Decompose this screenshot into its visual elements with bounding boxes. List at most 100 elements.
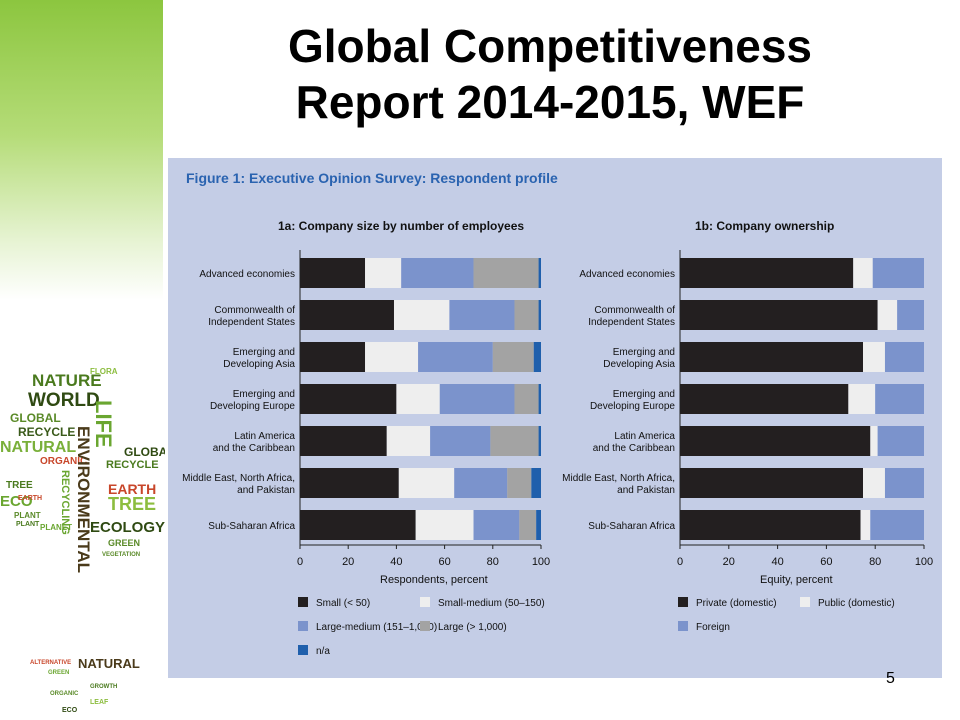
category-label-line: Developing Asia (603, 359, 675, 370)
legend-label: Large-medium (151–1,000) (316, 622, 437, 633)
bar-segment (300, 342, 366, 372)
word-cloud-word: NATURAL (0, 439, 76, 456)
bar-segment (848, 384, 876, 414)
word-cloud-word: RECYCLE (18, 425, 75, 439)
bar-segment (473, 258, 539, 288)
bar-segment (533, 342, 541, 372)
legend-swatch (298, 621, 308, 631)
bar-segment (884, 342, 924, 372)
word-cloud-word: ECO (0, 493, 33, 510)
category-label: Latin America and the Caribbean (213, 431, 296, 454)
bar-segment (897, 300, 924, 330)
legend-swatch (678, 621, 688, 631)
bar-segment (538, 300, 541, 330)
word-cloud-word: RECYCLING (59, 470, 71, 535)
x-tick-label: 60 (820, 556, 832, 568)
figure-title: Figure 1: Executive Opinion Survey: Resp… (186, 170, 558, 186)
word-cloud-word: EARTH (18, 495, 42, 502)
legend-label: Foreign (696, 622, 730, 633)
word-cloud-word: ECO (62, 707, 78, 714)
word-cloud-word: PLANT (16, 521, 40, 528)
word-cloud-word: GREEN (108, 538, 140, 548)
category-label: Advanced economies (579, 269, 675, 280)
bar-segment (492, 342, 534, 372)
word-cloud-word: GROWTH (90, 684, 117, 690)
respondent-profile-charts: 1a: Company size by number of employees A… (182, 219, 933, 657)
word-cloud-word: EARTH (108, 481, 156, 497)
bar-segment (884, 468, 924, 498)
category-label: Middle East, North Africa, and Pakistan (562, 473, 675, 496)
word-cloud-word: LEAF (90, 699, 109, 706)
x-tick-label: 60 (438, 556, 450, 568)
category-label: Emerging and Developing Europe (210, 389, 295, 412)
bar-segment (415, 510, 474, 540)
bar-segment (680, 468, 863, 498)
x-tick-label: 100 (532, 556, 550, 568)
category-label: Emerging and Developing Europe (590, 389, 675, 412)
category-label-line: Emerging and (233, 347, 295, 358)
word-cloud-word: WORLD (28, 390, 100, 411)
x-tick-label: 80 (869, 556, 881, 568)
category-label: Advanced economies (199, 269, 295, 280)
category-label-line: Advanced economies (199, 269, 295, 280)
x-tick-label: 40 (390, 556, 402, 568)
category-label-line: and Pakistan (617, 485, 675, 496)
legend-label: Public (domestic) (818, 598, 895, 609)
category-label-line: Emerging and (613, 347, 675, 358)
bar-segment (680, 510, 861, 540)
chart-title: 1a: Company size by number of employees (278, 219, 524, 233)
category-label-line: Developing Europe (590, 401, 675, 412)
legend-label: Large (> 1,000) (438, 622, 507, 633)
bar-segment (507, 468, 532, 498)
bar-segment (531, 468, 541, 498)
bar-segment (386, 426, 431, 456)
bar-segment (430, 426, 491, 456)
word-cloud-word: ENVIRONMENTAL (74, 426, 93, 573)
legend-swatch (298, 597, 308, 607)
legend-label: n/a (316, 646, 330, 657)
bar-segment (680, 384, 849, 414)
bar-segment (519, 510, 537, 540)
bar-segment (870, 426, 878, 456)
page-number: 5 (886, 670, 895, 687)
word-cloud-word: GREEN (48, 670, 69, 676)
bar-segment (538, 258, 541, 288)
category-label: Middle East, North Africa, and Pakistan (182, 473, 295, 496)
bar-segment (877, 300, 898, 330)
word-cloud-word: NATURAL (78, 656, 140, 671)
category-label-line: Emerging and (613, 389, 675, 400)
x-tick-label: 40 (771, 556, 783, 568)
bar-segment (514, 300, 539, 330)
category-label-line: and the Caribbean (593, 443, 675, 454)
bar-segment (490, 426, 539, 456)
category-label: Commonwealth of Independent States (588, 305, 675, 328)
word-cloud-word: PLANT (14, 511, 41, 520)
bar-segment (300, 384, 397, 414)
bar-segment (300, 258, 366, 288)
chart-title: 1b: Company ownership (695, 219, 834, 233)
x-tick-label: 100 (915, 556, 933, 568)
bar-segment (680, 426, 871, 456)
bar-segment (538, 426, 541, 456)
category-label-line: Middle East, North Africa, (182, 473, 295, 484)
legend-swatch (800, 597, 810, 607)
x-tick-label: 20 (723, 556, 735, 568)
x-tick-label: 20 (342, 556, 354, 568)
bar-segment (863, 468, 885, 498)
category-label-line: Latin America (614, 431, 675, 442)
bar-segment (860, 510, 871, 540)
green-gradient-bar (0, 0, 163, 300)
category-label: Emerging and Developing Asia (603, 347, 675, 370)
bar-segment (365, 258, 402, 288)
category-label-line: Independent States (588, 317, 675, 328)
word-cloud-word: LIFE (91, 400, 116, 448)
bar-segment (398, 468, 455, 498)
word-cloud-word: ECOLOGY (90, 519, 165, 536)
word-cloud-word: VEGETATION (102, 552, 140, 558)
word-cloud-word: RECYCLE (106, 459, 159, 471)
bar-segment (418, 342, 493, 372)
category-label: Commonwealth of Independent States (208, 305, 295, 328)
category-label-line: Commonwealth of (594, 305, 675, 316)
bar-segment (454, 468, 508, 498)
bar-segment (300, 468, 399, 498)
